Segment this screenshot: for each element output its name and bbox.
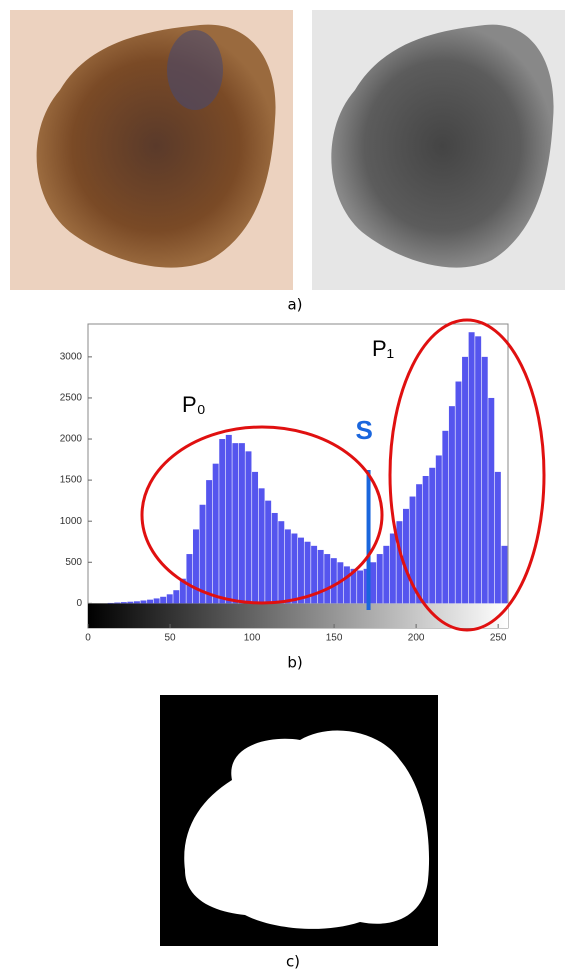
x-tick-label: 250 [490, 633, 507, 644]
histogram: 0 500 1000 1500 2000 2500 3000 0 50 100 150 200 250 S [60, 324, 508, 644]
bar [186, 554, 192, 603]
bar [252, 472, 258, 603]
bar [357, 570, 363, 603]
bar [259, 488, 265, 603]
bar [305, 542, 311, 604]
bar [482, 357, 488, 603]
x-tick-label: 150 [326, 633, 343, 644]
bar [154, 598, 160, 603]
bar [403, 509, 409, 603]
bar [285, 529, 291, 603]
bar [239, 443, 245, 603]
bar [501, 546, 507, 604]
bar [377, 554, 383, 603]
bar [272, 513, 278, 603]
bar [291, 534, 297, 604]
bar [331, 558, 337, 603]
y-tick-label: 1000 [60, 516, 83, 527]
bar [495, 472, 501, 603]
bar [141, 600, 147, 603]
x-tick-label: 50 [164, 633, 176, 644]
bar [462, 357, 468, 603]
bar [127, 602, 133, 604]
y-tick-label: 3000 [60, 352, 83, 363]
y-tick-label: 1500 [60, 475, 83, 486]
bar [226, 435, 232, 603]
bar [213, 464, 219, 604]
bar [456, 382, 462, 604]
panel-label: b) [287, 654, 302, 672]
x-tick-label: 200 [408, 633, 425, 644]
bar [390, 534, 396, 604]
panel-label: c) [286, 953, 300, 971]
peak-label: P₁ [372, 336, 394, 361]
bar [173, 590, 179, 603]
bar [265, 501, 271, 604]
bar [219, 439, 225, 603]
bar [147, 600, 153, 604]
bar [200, 505, 206, 604]
bar [469, 332, 475, 603]
panel-label: a) [287, 296, 302, 314]
bar [160, 597, 166, 604]
bar [416, 484, 422, 603]
bar [193, 529, 199, 603]
blue-area [167, 30, 223, 110]
bar [449, 406, 455, 603]
y-tick-label: 2500 [60, 393, 83, 404]
x-tick-label: 100 [244, 633, 261, 644]
bar [298, 538, 304, 604]
y-tick-label: 500 [65, 557, 82, 568]
bar [344, 566, 350, 603]
bar [429, 468, 435, 604]
bar [324, 554, 330, 603]
peak-label: P₀ [182, 392, 206, 417]
y-tick-label: 0 [76, 598, 82, 609]
bar [206, 480, 212, 603]
bar [475, 336, 481, 603]
bar [318, 550, 324, 603]
bar [370, 562, 376, 603]
threshold-label: S [356, 415, 373, 445]
y-tick-label: 2000 [60, 434, 83, 445]
bar [232, 443, 238, 603]
bar [442, 431, 448, 604]
bar [121, 602, 127, 603]
bar [114, 603, 120, 604]
x-tick-label: 0 [85, 633, 91, 644]
bar [167, 594, 173, 603]
bar [134, 601, 140, 603]
bar [383, 546, 389, 604]
bar [278, 521, 284, 603]
bar [396, 521, 402, 603]
bar [246, 451, 252, 603]
bar [488, 398, 494, 603]
bar [436, 455, 442, 603]
bar [423, 476, 429, 603]
